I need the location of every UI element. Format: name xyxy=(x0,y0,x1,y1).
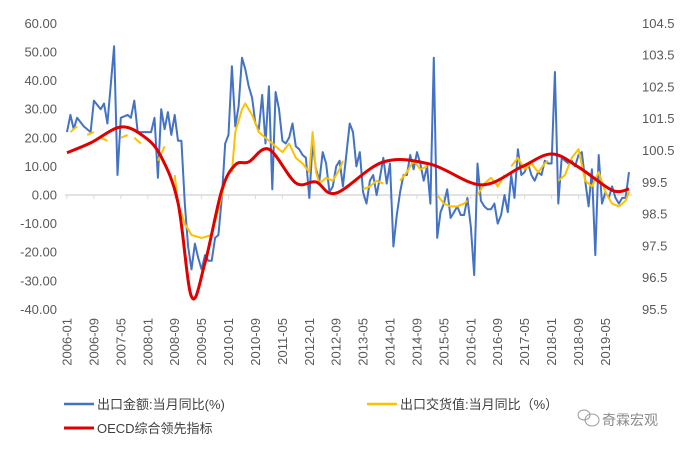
y-left-tick-label: 60.00 xyxy=(24,16,57,31)
x-tick-label: 2007-05 xyxy=(113,318,128,366)
x-tick-label: 2016-09 xyxy=(490,318,505,366)
x-tick-label: 2013-05 xyxy=(356,318,371,366)
y-right-tick-label: 100.5 xyxy=(642,143,675,158)
series-export-delivery-line xyxy=(133,137,142,145)
series-export-value-line xyxy=(66,45,630,277)
axes: 60.00 50.00 40.00 30.00 20.00 10.00 0.00 -10.00… xyxy=(20,16,674,366)
y-left-tick-label: -30.00 xyxy=(20,273,57,288)
series-export-delivery-line xyxy=(230,102,344,185)
series-oecd-cli-line xyxy=(66,125,630,301)
y-right-tick-label: 103.5 xyxy=(642,48,675,63)
y-left-tick-label: 10.00 xyxy=(24,159,57,174)
x-tick-label: 2019-05 xyxy=(598,318,613,366)
y-right-tick-label: 101.5 xyxy=(642,111,675,126)
watermark-text: 奇霖宏观 xyxy=(602,412,658,428)
y-right-tick-label: 95.5 xyxy=(642,302,667,317)
series-group xyxy=(66,45,630,301)
legend-label-export-delivery: 出口交货值:当月同比（%） xyxy=(400,397,558,412)
y-left-tick-label: -40.00 xyxy=(20,302,57,317)
y-right-tick-label: 98.5 xyxy=(642,207,667,222)
wechat-icon xyxy=(577,409,600,427)
x-tick-label: 2015-05 xyxy=(436,318,451,366)
y-right-tick-label: 104.5 xyxy=(642,16,675,31)
series-export-delivery-line xyxy=(100,136,108,142)
watermark: 奇霖宏观 xyxy=(577,409,658,428)
x-tick-label: 2014-01 xyxy=(383,318,398,366)
y-right-tick-label: 99.5 xyxy=(642,175,667,190)
y-left-tick-label: -10.00 xyxy=(20,216,57,231)
legend: 出口金额:当月同比(%) 出口交货值:当月同比（%） OECD综合领先指标 xyxy=(64,397,558,436)
y-left-tick-label: 30.00 xyxy=(24,102,57,117)
y-left-tick-label: -20.00 xyxy=(20,245,57,260)
y-right-tick-label: 97.5 xyxy=(642,238,667,253)
x-tick-label: 2011-05 xyxy=(275,318,290,365)
x-tick-label: 2018-01 xyxy=(544,318,559,366)
x-tick-label: 2010-09 xyxy=(248,318,263,366)
series-export-delivery-line xyxy=(69,125,78,133)
x-tick-label: 2018-09 xyxy=(571,318,586,366)
series-export-delivery-line xyxy=(86,131,95,136)
x-tick-label: 2017-05 xyxy=(517,318,532,366)
y-right-tick-label: 102.5 xyxy=(642,79,675,94)
x-tick-label: 2012-01 xyxy=(302,318,317,366)
legend-label-export-value: 出口金额:当月同比(%) xyxy=(97,397,225,412)
series-export-delivery-line xyxy=(156,145,166,162)
legend-label-oecd: OECD综合领先指标 xyxy=(97,421,213,436)
x-tick-label: 2006-01 xyxy=(60,318,75,366)
series-export-delivery-line xyxy=(120,133,128,139)
series-export-delivery-line xyxy=(476,174,506,196)
series-export-delivery-line xyxy=(436,194,469,208)
y-left-tick-label: 40.00 xyxy=(24,73,57,88)
x-tick-label: 2008-01 xyxy=(140,318,155,366)
y-left-tick-label: 20.00 xyxy=(24,130,57,145)
series-export-delivery-line xyxy=(362,179,384,191)
x-tick-label: 2009-05 xyxy=(194,318,209,366)
x-tick-label: 2016-01 xyxy=(463,318,478,366)
y-left-tick-label: 0.00 xyxy=(32,188,57,203)
x-tick-label: 2010-01 xyxy=(221,318,236,366)
y-right-tick-label: 96.5 xyxy=(642,270,667,285)
x-tick-label: 2014-09 xyxy=(409,318,424,366)
y-left-tick-label: 50.00 xyxy=(24,45,57,60)
x-tick-label: 2012-09 xyxy=(329,318,344,366)
x-tick-label: 2006-09 xyxy=(86,318,101,366)
x-tick-label: 2008-09 xyxy=(167,318,182,366)
